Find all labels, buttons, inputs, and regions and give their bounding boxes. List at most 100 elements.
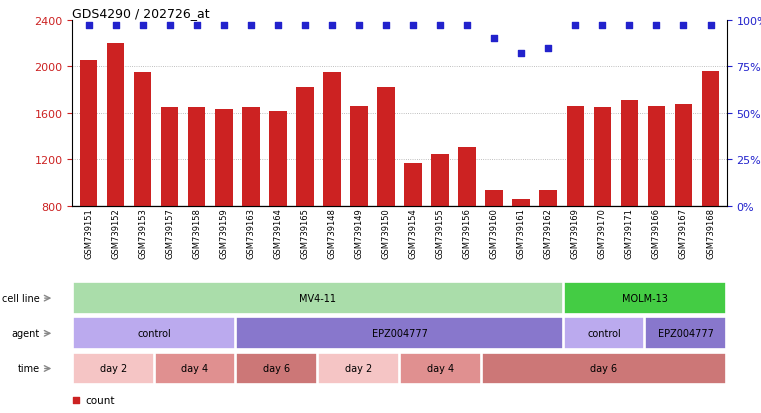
Point xyxy=(569,23,581,30)
Point xyxy=(218,23,230,30)
Bar xyxy=(512,199,530,206)
Bar xyxy=(566,107,584,206)
Text: cell line: cell line xyxy=(2,293,40,304)
Text: GSM739150: GSM739150 xyxy=(381,208,390,259)
Point xyxy=(488,36,500,43)
Bar xyxy=(400,353,481,385)
Bar xyxy=(161,108,178,206)
Text: MOLM-13: MOLM-13 xyxy=(622,293,668,304)
Text: GSM739169: GSM739169 xyxy=(571,208,580,259)
Bar xyxy=(107,44,124,206)
Text: GSM739170: GSM739170 xyxy=(598,208,607,259)
Text: MV4-11: MV4-11 xyxy=(299,293,336,304)
Text: day 6: day 6 xyxy=(263,363,291,374)
Bar xyxy=(540,190,557,206)
Bar xyxy=(564,318,645,349)
Bar xyxy=(702,72,719,206)
Text: GSM739159: GSM739159 xyxy=(219,208,228,259)
Bar xyxy=(350,107,368,206)
Bar xyxy=(242,108,260,206)
Text: GSM739167: GSM739167 xyxy=(679,208,688,259)
Point xyxy=(597,23,609,30)
Text: GSM739155: GSM739155 xyxy=(435,208,444,259)
Bar xyxy=(134,73,151,206)
Point xyxy=(407,23,419,30)
Text: day 6: day 6 xyxy=(591,363,618,374)
Text: EPZ004777: EPZ004777 xyxy=(658,328,714,339)
Text: GSM739161: GSM739161 xyxy=(517,208,526,259)
Bar xyxy=(594,108,611,206)
Text: EPZ004777: EPZ004777 xyxy=(371,328,428,339)
Bar xyxy=(404,164,422,206)
Text: agent: agent xyxy=(11,328,40,339)
Text: GSM739156: GSM739156 xyxy=(463,208,472,259)
Text: GSM739163: GSM739163 xyxy=(247,208,255,259)
Text: GSM739160: GSM739160 xyxy=(489,208,498,259)
Bar xyxy=(237,318,562,349)
Bar xyxy=(73,353,154,385)
Point xyxy=(651,23,663,30)
Bar xyxy=(73,318,235,349)
Bar xyxy=(431,154,449,206)
Bar xyxy=(73,282,562,314)
Point xyxy=(326,23,338,30)
Point xyxy=(82,23,94,30)
Text: GDS4290 / 202726_at: GDS4290 / 202726_at xyxy=(72,7,210,19)
Text: count: count xyxy=(85,394,115,405)
Point xyxy=(623,23,635,30)
Bar xyxy=(564,282,726,314)
Point xyxy=(260,321,272,328)
Bar xyxy=(458,147,476,206)
Point xyxy=(434,23,446,30)
Point xyxy=(136,23,148,30)
Text: GSM739168: GSM739168 xyxy=(706,208,715,259)
Point xyxy=(515,51,527,57)
Text: time: time xyxy=(18,363,40,374)
Text: GSM739157: GSM739157 xyxy=(165,208,174,259)
Text: GSM739166: GSM739166 xyxy=(652,208,661,259)
Text: control: control xyxy=(587,328,621,339)
Point xyxy=(164,23,176,30)
Point xyxy=(110,23,122,30)
Text: GSM739154: GSM739154 xyxy=(409,208,418,259)
Text: GSM739152: GSM739152 xyxy=(111,208,120,259)
Text: day 2: day 2 xyxy=(345,363,372,374)
Text: GSM739162: GSM739162 xyxy=(544,208,552,259)
Text: GSM739148: GSM739148 xyxy=(327,208,336,259)
Point xyxy=(299,23,311,30)
Bar xyxy=(296,88,314,206)
Point xyxy=(260,152,272,159)
Text: GSM739171: GSM739171 xyxy=(625,208,634,259)
Bar xyxy=(237,353,317,385)
Text: day 4: day 4 xyxy=(427,363,454,374)
Bar xyxy=(675,104,693,206)
Point xyxy=(380,23,392,30)
Bar xyxy=(154,353,235,385)
Point xyxy=(190,23,202,30)
Text: GSM739151: GSM739151 xyxy=(84,208,93,259)
Bar xyxy=(80,61,97,206)
Bar xyxy=(648,107,665,206)
Point xyxy=(677,23,689,30)
Text: GSM739149: GSM739149 xyxy=(355,208,364,259)
Text: GSM739158: GSM739158 xyxy=(193,208,201,259)
Point xyxy=(705,23,717,30)
Text: day 4: day 4 xyxy=(181,363,209,374)
Bar xyxy=(215,110,233,206)
Text: GSM739165: GSM739165 xyxy=(301,208,310,259)
Text: GSM739153: GSM739153 xyxy=(138,208,147,259)
Point xyxy=(245,23,257,30)
Text: GSM739164: GSM739164 xyxy=(273,208,282,259)
Point xyxy=(461,23,473,30)
Bar xyxy=(188,108,205,206)
Text: control: control xyxy=(137,328,171,339)
Bar xyxy=(486,190,503,206)
Bar xyxy=(269,111,287,206)
Bar xyxy=(645,318,726,349)
Text: day 2: day 2 xyxy=(100,363,127,374)
Point xyxy=(272,23,284,30)
Bar xyxy=(323,73,341,206)
Point xyxy=(353,23,365,30)
Bar xyxy=(482,353,726,385)
Bar xyxy=(377,88,395,206)
